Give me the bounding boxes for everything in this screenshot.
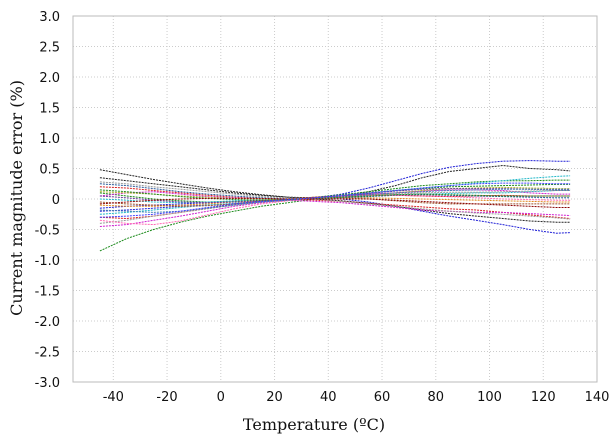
series-line-3	[99, 164, 571, 199]
series-line-15	[99, 186, 571, 200]
series-line-4	[99, 169, 571, 223]
x-tick-label: 0	[217, 390, 225, 405]
series-line-20	[99, 194, 571, 226]
series-line-16	[99, 197, 571, 207]
x-tick-label: 120	[531, 390, 556, 405]
y-tick-label: 1.0	[39, 132, 60, 147]
x-tick-label: 80	[427, 390, 444, 405]
series-line-21	[99, 188, 571, 213]
series-line-19	[99, 188, 571, 204]
x-tick-label: 20	[266, 390, 283, 405]
series-line-2	[99, 197, 571, 234]
series-line-14	[99, 190, 571, 224]
y-tick-label: 1.5	[39, 102, 60, 117]
y-tick-label: -3.0	[35, 376, 60, 391]
x-axis-title: Temperature (ºC)	[243, 415, 385, 434]
series-lines	[99, 160, 571, 252]
x-tick-label: -40	[103, 390, 124, 405]
plot-area-frame	[72, 15, 598, 383]
series-line-5	[99, 183, 571, 252]
x-tick-label: 140	[585, 390, 610, 405]
x-tick-label: 100	[477, 390, 502, 405]
y-tick-label: -2.5	[35, 346, 60, 361]
y-tick-label: 2.5	[39, 41, 60, 56]
series-line-10	[99, 191, 571, 216]
y-tick-label: 2.0	[39, 71, 60, 86]
y-tick-label: -2.0	[35, 315, 60, 330]
y-tick-label: -1.0	[35, 254, 60, 269]
series-line-6	[99, 179, 571, 203]
y-tick-label: 3.0	[39, 10, 60, 25]
series-line-23	[99, 197, 571, 208]
series-line-17	[99, 183, 571, 200]
y-tick-label: 0.5	[39, 163, 60, 178]
x-tick-label: 60	[374, 390, 391, 405]
y-axis-ticks: 3.0 2.5 2.0 1.5 1.0 0.5 0 -0.5 -1.0 -1.5 -2.0 -2.5 -…	[35, 10, 60, 391]
x-tick-label: -20	[156, 390, 177, 405]
series-line-18	[99, 197, 571, 207]
y-axis-title: Current magnitude error (%)	[7, 80, 26, 316]
x-tick-label: 40	[320, 390, 337, 405]
y-tick-label: -1.5	[35, 285, 60, 300]
y-tick-label: -0.5	[35, 224, 60, 239]
y-tick-label: 0	[52, 193, 60, 208]
series-line-9	[99, 189, 571, 227]
series-line-22	[99, 189, 571, 201]
x-axis-ticks: -40 -20 0 20 40 60 80 100 120 140	[103, 390, 610, 405]
